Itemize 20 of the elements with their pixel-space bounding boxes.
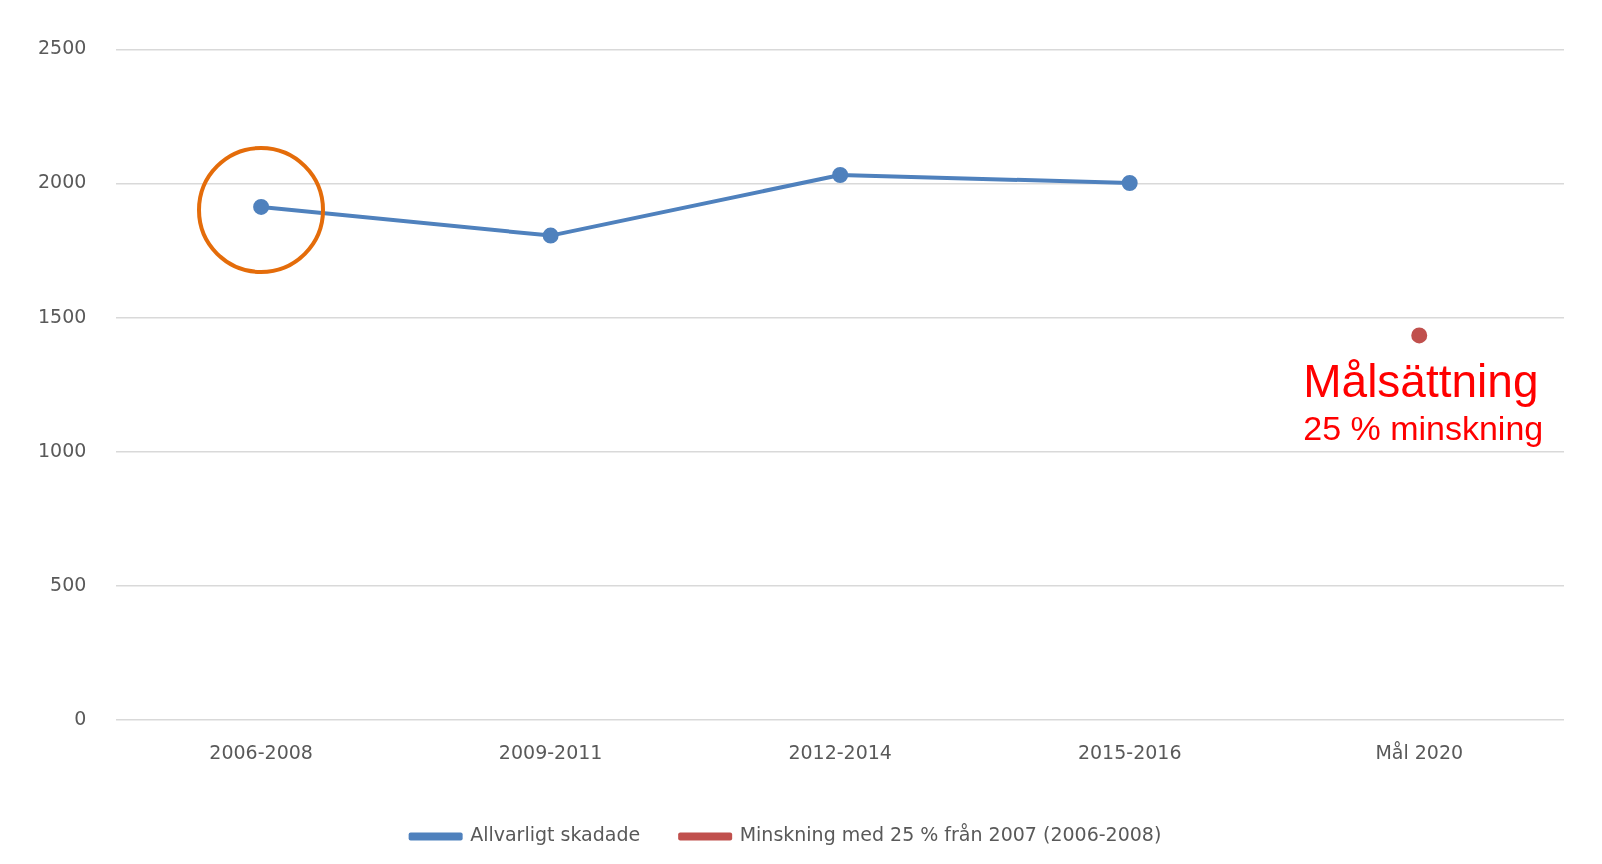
x-tick-label: 2015-2016: [1077, 740, 1182, 763]
y-tick-label: 1000: [37, 438, 87, 461]
legend-label: Allvarligt skadade: [470, 823, 641, 846]
point: [1411, 327, 1428, 344]
x-tick-label: Mål 2020: [1375, 740, 1464, 763]
point: [832, 166, 849, 183]
x-tick-label: 2006-2008: [209, 740, 313, 763]
x-tick-label: 2012-2014: [788, 740, 892, 763]
y-tick-label: 500: [50, 572, 87, 595]
y-tick-label: 2500: [37, 36, 87, 59]
annotation: Målsättning: [1303, 355, 1539, 408]
y-tick-label: 1500: [37, 304, 87, 327]
point: [1121, 175, 1138, 192]
legend-label: Minskning med 25 % från 2007 (2006-2008): [739, 823, 1162, 846]
y-tick-label: 2000: [37, 170, 87, 193]
point: [253, 198, 270, 215]
annotation: 25 % minskning: [1303, 408, 1544, 447]
y-tick-label: 0: [74, 707, 87, 730]
point: [542, 227, 559, 244]
x-tick-label: 2009-2011: [498, 740, 603, 763]
